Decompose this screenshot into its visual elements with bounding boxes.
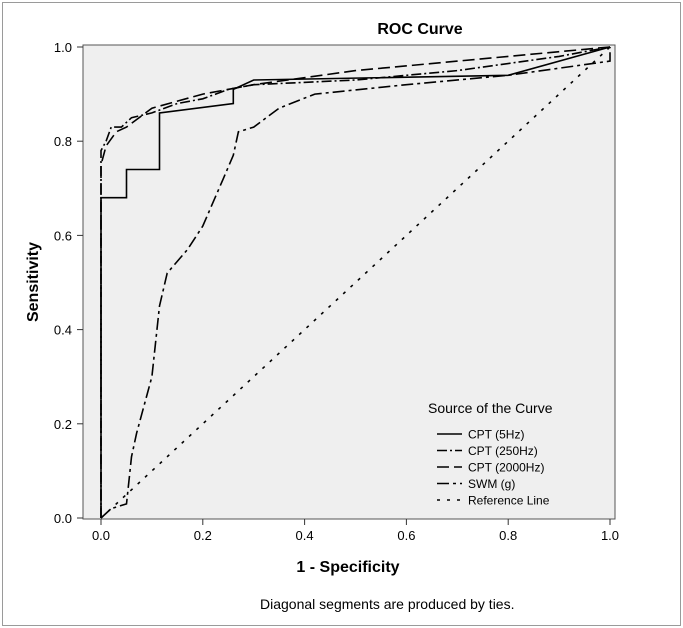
x-axis-label: 1 - Specificity	[296, 559, 399, 576]
x-tick-label: 1.0	[601, 528, 619, 543]
plot-area	[82, 44, 616, 520]
y-axis-label: Sensitivity	[25, 242, 42, 322]
x-tick-label: 0.8	[499, 528, 517, 543]
footnote: Diagonal segments are produced by ties.	[260, 596, 514, 612]
series-line-swm-g	[100, 47, 611, 519]
legend-title: Source of the Curve	[428, 400, 553, 416]
y-tick-label: 0.0	[54, 511, 72, 526]
legend-label: SWM (g)	[468, 477, 515, 491]
x-tick-label: 0.2	[194, 528, 212, 543]
series-line-cpt-5hz	[100, 46, 611, 518]
series-line-cpt-2000hz	[100, 46, 611, 518]
legend-label: CPT (250Hz)	[468, 444, 538, 458]
x-tick-label: 0.0	[92, 528, 110, 543]
legend-label: CPT (5Hz)	[468, 428, 524, 442]
y-tick-label: 0.6	[54, 228, 72, 243]
y-tick-label: 0.4	[54, 323, 72, 338]
series-line-cpt-250hz	[100, 46, 611, 518]
chart-title: ROC Curve	[377, 21, 462, 38]
legend-label: Reference Line	[468, 494, 550, 508]
y-tick-label: 0.2	[54, 417, 72, 432]
x-tick-label: 0.4	[296, 528, 314, 543]
x-tick-label: 0.6	[397, 528, 415, 543]
y-tick-label: 0.8	[54, 134, 72, 149]
legend-label: CPT (2000Hz)	[468, 461, 544, 475]
y-tick-label: 1.0	[54, 40, 72, 55]
